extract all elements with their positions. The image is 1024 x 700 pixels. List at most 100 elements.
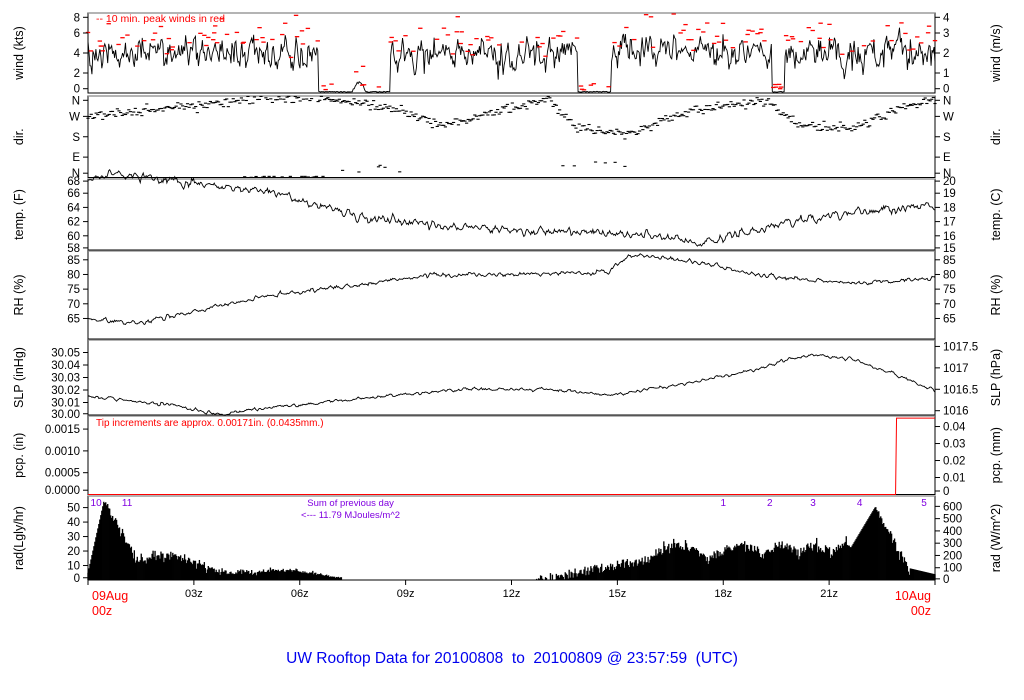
svg-text:E: E	[72, 152, 80, 164]
svg-text:09z: 09z	[397, 588, 415, 600]
svg-text:rad(Lgly/hr): rad(Lgly/hr)	[12, 506, 26, 570]
svg-text:<--- 11.79 MJoules/m^2: <--- 11.79 MJoules/m^2	[301, 510, 400, 521]
svg-text:2: 2	[74, 68, 80, 80]
svg-text:pcp. (in): pcp. (in)	[12, 433, 26, 478]
svg-text:3: 3	[943, 28, 949, 40]
svg-text:4: 4	[943, 12, 950, 24]
svg-text:0.0005: 0.0005	[45, 468, 80, 480]
svg-text:0.03: 0.03	[943, 439, 965, 451]
svg-text:W: W	[943, 111, 954, 123]
svg-text:85: 85	[943, 255, 956, 267]
svg-text:100: 100	[943, 563, 962, 575]
svg-text:16: 16	[943, 231, 956, 243]
svg-text:rad (W/m^2): rad (W/m^2)	[989, 504, 1003, 572]
svg-text:70: 70	[67, 299, 80, 311]
svg-text:30: 30	[67, 532, 80, 544]
svg-text:20: 20	[67, 546, 80, 558]
svg-text:10: 10	[67, 561, 80, 573]
svg-text:30.00: 30.00	[51, 409, 80, 421]
svg-text:1: 1	[943, 68, 949, 80]
svg-text:10Aug: 10Aug	[895, 589, 931, 603]
svg-text:2: 2	[943, 48, 949, 60]
svg-text:5: 5	[921, 498, 927, 509]
svg-text:W: W	[69, 111, 80, 123]
svg-text:1: 1	[720, 498, 726, 509]
svg-text:6: 6	[74, 28, 80, 40]
svg-text:0: 0	[74, 573, 80, 585]
svg-text:18z: 18z	[714, 588, 732, 600]
svg-text:12z: 12z	[503, 588, 521, 600]
svg-text:1016.5: 1016.5	[943, 384, 978, 396]
svg-text:66: 66	[67, 188, 80, 200]
svg-text:-- 10 min. peak winds in red: -- 10 min. peak winds in red	[96, 13, 225, 25]
svg-text:0.0010: 0.0010	[45, 446, 80, 458]
svg-text:dir.: dir.	[12, 128, 26, 145]
svg-text:E: E	[943, 152, 951, 164]
svg-text:03z: 03z	[185, 588, 203, 600]
svg-text:4: 4	[857, 498, 863, 509]
svg-text:15z: 15z	[609, 588, 627, 600]
svg-text:75: 75	[67, 284, 80, 296]
svg-text:30.05: 30.05	[51, 348, 80, 360]
svg-text:1016: 1016	[943, 406, 969, 418]
svg-text:19: 19	[943, 188, 956, 200]
svg-text:500: 500	[943, 514, 962, 526]
svg-text:30.03: 30.03	[51, 373, 80, 385]
svg-text:70: 70	[943, 299, 956, 311]
svg-text:0.04: 0.04	[943, 422, 966, 434]
svg-text:06z: 06z	[291, 588, 309, 600]
svg-text:0: 0	[943, 486, 949, 498]
svg-text:600: 600	[943, 501, 962, 513]
svg-text:30.02: 30.02	[51, 385, 80, 397]
svg-text:UW Rooftop Data for 20100808: UW Rooftop Data for 20100808 to 20100809…	[286, 650, 738, 667]
svg-text:60: 60	[67, 231, 80, 243]
svg-text:wind (kts): wind (kts)	[12, 26, 26, 80]
svg-text:temp. (C): temp. (C)	[989, 188, 1003, 240]
svg-text:S: S	[72, 132, 80, 144]
svg-text:300: 300	[943, 538, 962, 550]
svg-text:30.04: 30.04	[51, 360, 80, 372]
svg-text:0: 0	[74, 84, 80, 96]
svg-text:S: S	[943, 132, 951, 144]
svg-text:0: 0	[943, 574, 949, 586]
svg-text:68: 68	[67, 176, 80, 188]
svg-text:0.01: 0.01	[943, 473, 965, 485]
svg-text:wind (m/s): wind (m/s)	[989, 24, 1003, 83]
svg-text:58: 58	[67, 243, 80, 255]
svg-text:50: 50	[67, 503, 80, 515]
svg-text:11: 11	[122, 498, 133, 509]
svg-text:0: 0	[943, 84, 949, 96]
svg-text:temp. (F): temp. (F)	[12, 189, 26, 240]
svg-text:10: 10	[91, 498, 103, 509]
svg-text:65: 65	[67, 313, 80, 325]
svg-text:80: 80	[67, 269, 80, 281]
svg-text:00z: 00z	[92, 604, 112, 618]
svg-text:SLP (hPa): SLP (hPa)	[989, 349, 1003, 406]
svg-text:85: 85	[67, 255, 80, 267]
svg-text:1017.5: 1017.5	[943, 341, 978, 353]
svg-text:N: N	[72, 95, 80, 107]
svg-text:18: 18	[943, 202, 956, 214]
svg-text:RH (%): RH (%)	[989, 275, 1003, 316]
svg-text:pcp. (mm): pcp. (mm)	[989, 427, 1003, 483]
svg-text:30.01: 30.01	[51, 398, 80, 410]
svg-text:75: 75	[943, 284, 956, 296]
svg-text:09Aug: 09Aug	[92, 589, 128, 603]
svg-text:3: 3	[810, 498, 816, 509]
svg-text:00z: 00z	[911, 604, 931, 618]
svg-text:0.0000: 0.0000	[45, 485, 80, 497]
svg-text:4: 4	[74, 48, 81, 60]
svg-text:RH (%): RH (%)	[12, 275, 26, 316]
svg-text:80: 80	[943, 269, 956, 281]
svg-text:17: 17	[943, 217, 956, 229]
svg-text:1017: 1017	[943, 363, 969, 375]
svg-text:400: 400	[943, 526, 962, 538]
svg-text:0.0015: 0.0015	[45, 424, 80, 436]
svg-text:0.02: 0.02	[943, 456, 965, 468]
svg-text:15: 15	[943, 243, 956, 255]
svg-text:N: N	[943, 95, 951, 107]
svg-text:200: 200	[943, 550, 962, 562]
svg-text:SLP (inHg): SLP (inHg)	[12, 347, 26, 408]
svg-text:8: 8	[74, 12, 80, 24]
svg-text:Tip increments are approx. 0.0: Tip increments are approx. 0.00171in. (0…	[96, 418, 324, 429]
